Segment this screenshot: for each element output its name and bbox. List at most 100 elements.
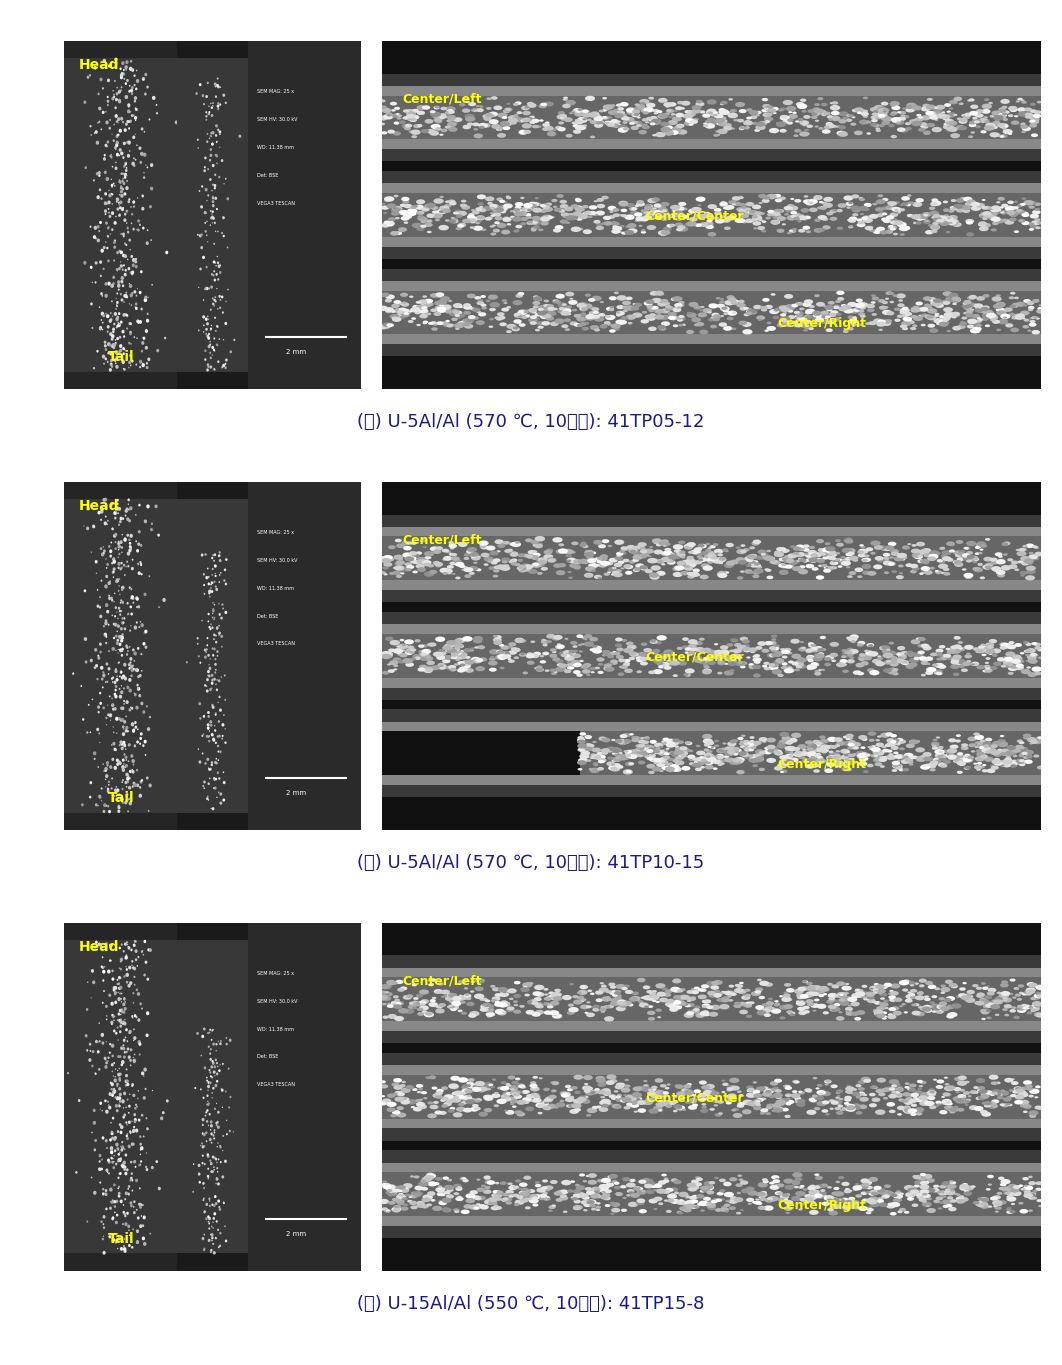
Circle shape bbox=[947, 1182, 954, 1186]
Circle shape bbox=[1035, 1014, 1041, 1016]
Circle shape bbox=[707, 547, 712, 550]
Circle shape bbox=[158, 1186, 160, 1190]
Circle shape bbox=[98, 766, 99, 768]
Circle shape bbox=[925, 314, 932, 319]
Circle shape bbox=[135, 1166, 137, 1168]
Circle shape bbox=[827, 1208, 834, 1211]
Circle shape bbox=[834, 1186, 839, 1190]
Circle shape bbox=[211, 197, 215, 199]
Circle shape bbox=[629, 1179, 636, 1182]
Circle shape bbox=[649, 996, 658, 1001]
Circle shape bbox=[387, 1185, 396, 1189]
Circle shape bbox=[947, 1108, 953, 1111]
Circle shape bbox=[531, 1011, 541, 1017]
Circle shape bbox=[1028, 1209, 1033, 1212]
Circle shape bbox=[715, 995, 720, 998]
Circle shape bbox=[434, 562, 443, 566]
Circle shape bbox=[102, 295, 103, 296]
Circle shape bbox=[103, 809, 105, 814]
Circle shape bbox=[883, 218, 891, 222]
Circle shape bbox=[203, 1198, 204, 1201]
Circle shape bbox=[999, 751, 1005, 753]
Circle shape bbox=[498, 210, 502, 212]
Circle shape bbox=[549, 654, 558, 658]
Circle shape bbox=[415, 564, 425, 569]
Circle shape bbox=[705, 1084, 715, 1089]
Circle shape bbox=[97, 678, 99, 680]
Circle shape bbox=[122, 1047, 125, 1050]
Circle shape bbox=[784, 1198, 788, 1200]
Circle shape bbox=[647, 104, 655, 108]
Circle shape bbox=[421, 302, 431, 307]
Circle shape bbox=[890, 741, 897, 745]
Circle shape bbox=[796, 317, 805, 321]
Circle shape bbox=[981, 650, 987, 652]
Circle shape bbox=[411, 317, 416, 319]
Circle shape bbox=[601, 751, 609, 755]
Circle shape bbox=[851, 123, 856, 126]
Circle shape bbox=[544, 1196, 550, 1198]
Circle shape bbox=[994, 752, 1001, 756]
Circle shape bbox=[124, 1018, 125, 1020]
Circle shape bbox=[785, 306, 795, 310]
Circle shape bbox=[597, 767, 604, 771]
Circle shape bbox=[947, 755, 957, 759]
Circle shape bbox=[138, 627, 140, 628]
Circle shape bbox=[586, 1190, 596, 1196]
Circle shape bbox=[125, 786, 127, 788]
Circle shape bbox=[203, 715, 205, 718]
Circle shape bbox=[527, 661, 534, 665]
Circle shape bbox=[878, 1189, 888, 1194]
Circle shape bbox=[1004, 657, 1013, 662]
Circle shape bbox=[930, 741, 940, 747]
Circle shape bbox=[119, 1031, 121, 1033]
Circle shape bbox=[635, 216, 645, 221]
Circle shape bbox=[1003, 117, 1008, 121]
Circle shape bbox=[944, 1085, 955, 1091]
Circle shape bbox=[804, 216, 810, 220]
Circle shape bbox=[816, 749, 820, 752]
Circle shape bbox=[643, 748, 649, 752]
Circle shape bbox=[889, 753, 893, 756]
Circle shape bbox=[137, 676, 140, 678]
Circle shape bbox=[746, 558, 753, 562]
Circle shape bbox=[704, 1185, 713, 1189]
Circle shape bbox=[884, 1196, 888, 1198]
Circle shape bbox=[847, 302, 857, 307]
Circle shape bbox=[579, 302, 587, 307]
Circle shape bbox=[561, 1093, 569, 1097]
Circle shape bbox=[651, 213, 655, 216]
Circle shape bbox=[986, 667, 990, 670]
Circle shape bbox=[892, 295, 897, 298]
Circle shape bbox=[913, 652, 924, 658]
Circle shape bbox=[206, 644, 208, 646]
Circle shape bbox=[785, 565, 792, 569]
Circle shape bbox=[698, 990, 702, 991]
Circle shape bbox=[773, 749, 778, 751]
Circle shape bbox=[743, 120, 753, 126]
Circle shape bbox=[892, 756, 896, 758]
Circle shape bbox=[793, 1186, 799, 1189]
Circle shape bbox=[89, 74, 91, 76]
Circle shape bbox=[627, 644, 636, 650]
Circle shape bbox=[112, 758, 115, 760]
Circle shape bbox=[956, 1193, 960, 1196]
Circle shape bbox=[731, 749, 739, 753]
Circle shape bbox=[430, 112, 440, 117]
Circle shape bbox=[379, 995, 389, 1001]
Circle shape bbox=[110, 1082, 114, 1087]
Circle shape bbox=[980, 545, 988, 547]
Circle shape bbox=[451, 217, 459, 221]
Circle shape bbox=[987, 991, 995, 995]
Circle shape bbox=[105, 603, 108, 607]
Circle shape bbox=[129, 546, 131, 547]
Circle shape bbox=[668, 1003, 678, 1009]
Circle shape bbox=[495, 539, 503, 545]
Circle shape bbox=[687, 542, 696, 547]
Circle shape bbox=[494, 221, 500, 224]
Circle shape bbox=[981, 199, 986, 201]
Circle shape bbox=[498, 1002, 508, 1007]
Circle shape bbox=[730, 1196, 737, 1200]
Circle shape bbox=[217, 78, 219, 79]
Circle shape bbox=[776, 547, 784, 551]
